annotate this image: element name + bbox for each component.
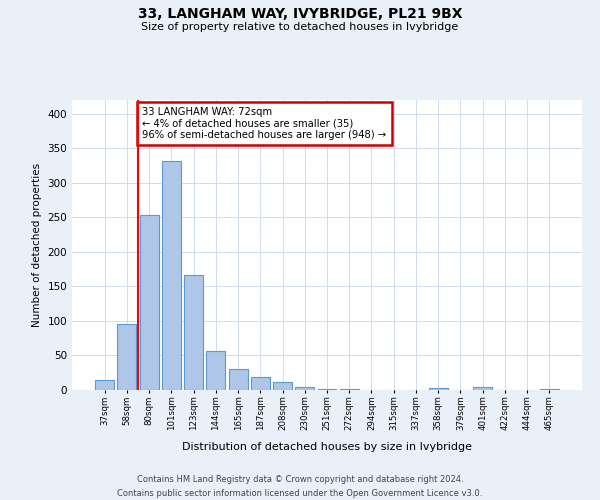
Bar xyxy=(473,386,492,390)
Bar xyxy=(140,216,158,390)
Text: 33 LANGHAM WAY: 72sqm
← 4% of detached houses are smaller (35)
96% of semi-detac: 33 LANGHAM WAY: 72sqm ← 4% of detached h… xyxy=(142,107,386,140)
Bar xyxy=(162,161,181,390)
Bar xyxy=(273,382,292,390)
Bar xyxy=(118,324,136,390)
Bar xyxy=(429,388,448,390)
Text: Distribution of detached houses by size in Ivybridge: Distribution of detached houses by size … xyxy=(182,442,472,452)
Bar xyxy=(317,388,337,390)
Bar xyxy=(184,274,203,390)
Bar xyxy=(206,350,225,390)
Y-axis label: Number of detached properties: Number of detached properties xyxy=(32,163,42,327)
Bar xyxy=(251,377,270,390)
Bar xyxy=(229,370,248,390)
Text: Size of property relative to detached houses in Ivybridge: Size of property relative to detached ho… xyxy=(142,22,458,32)
Bar xyxy=(295,386,314,390)
Bar xyxy=(95,380,114,390)
Text: 33, LANGHAM WAY, IVYBRIDGE, PL21 9BX: 33, LANGHAM WAY, IVYBRIDGE, PL21 9BX xyxy=(138,8,462,22)
Bar xyxy=(540,388,559,390)
Text: Contains HM Land Registry data © Crown copyright and database right 2024.
Contai: Contains HM Land Registry data © Crown c… xyxy=(118,476,482,498)
